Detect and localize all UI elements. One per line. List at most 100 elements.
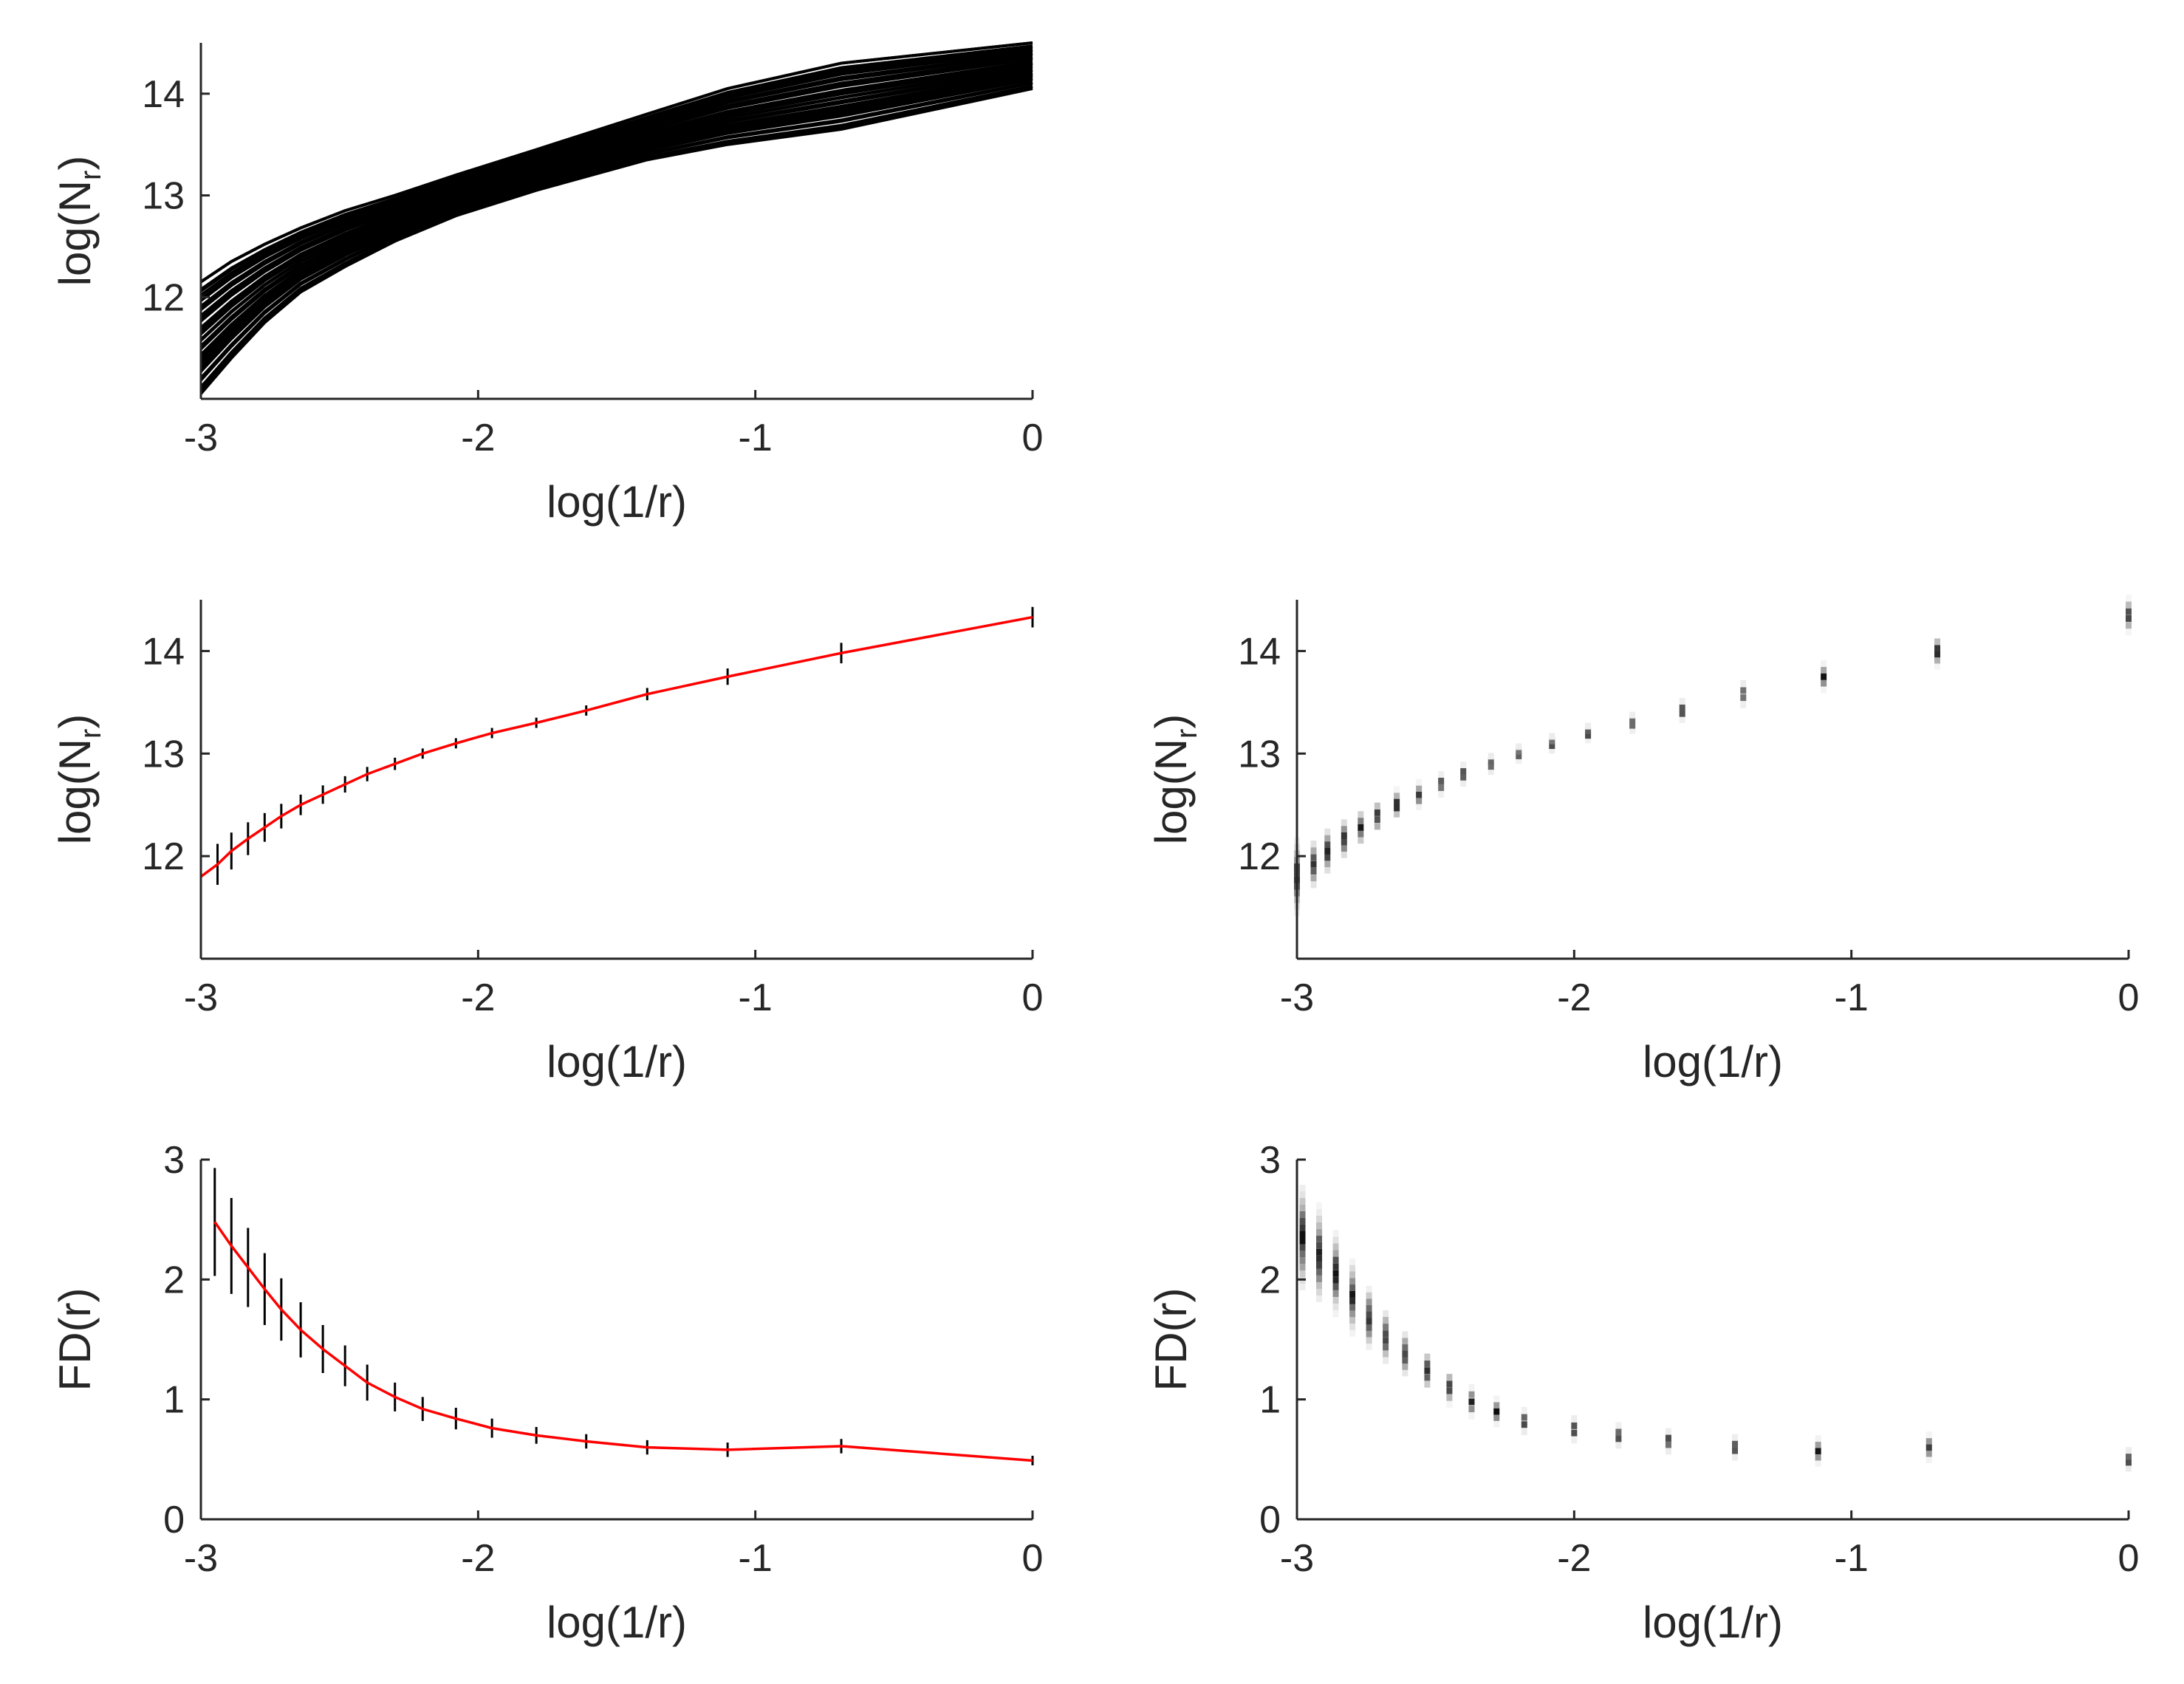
density-cell xyxy=(1493,1408,1500,1415)
density-cell xyxy=(1349,1317,1356,1324)
density-cell xyxy=(2126,1447,2132,1454)
density-cell xyxy=(1316,1202,1323,1209)
x-axis-label: log(1/r) xyxy=(1643,1037,1783,1086)
density-cell xyxy=(1521,1406,1527,1414)
density-cell xyxy=(1438,777,1445,784)
x-tick-label: -3 xyxy=(1280,1537,1314,1580)
density-cell xyxy=(1516,743,1522,750)
y-axis-label: FD(r) xyxy=(50,1288,100,1392)
density-cell xyxy=(1615,1428,1622,1436)
series-line xyxy=(199,41,1033,284)
density-cell xyxy=(1549,733,1555,740)
density-cell xyxy=(1383,1317,1389,1324)
density-cell xyxy=(1665,1448,1671,1455)
density-cell xyxy=(1358,830,1364,838)
x-tick-label: -1 xyxy=(739,417,773,459)
density-cell xyxy=(1332,1304,1339,1311)
density-cell xyxy=(1934,663,1941,670)
x-tick-label: -1 xyxy=(739,976,773,1019)
density-cell xyxy=(1679,697,1685,705)
y-tick-label: 3 xyxy=(163,1139,185,1182)
x-tick-label: -2 xyxy=(461,417,495,459)
density-cell xyxy=(1332,1297,1339,1304)
density-cell xyxy=(1521,1414,1527,1421)
density-cell xyxy=(1460,761,1467,769)
density-cell xyxy=(1310,874,1317,882)
x-tick-label: 0 xyxy=(2118,976,2140,1019)
density-cell xyxy=(1316,1262,1323,1269)
y-tick-label: 14 xyxy=(142,73,185,116)
density-cell xyxy=(1740,680,1747,687)
panel-density-fd: -3 -2 -1 0 0 1 2 3 log(1/r) FD(r) xyxy=(1146,1139,2139,1647)
density-cell xyxy=(1821,660,1827,667)
density-cell xyxy=(1815,1454,1821,1461)
density-cell xyxy=(1585,727,1592,734)
density-cell xyxy=(1299,1217,1306,1225)
density-cell xyxy=(1394,792,1400,799)
y-axis-label-main: log(N xyxy=(50,739,100,844)
density-cell xyxy=(1374,823,1380,830)
y-tick-label: 2 xyxy=(1259,1259,1281,1301)
series-line xyxy=(199,64,1033,341)
x-tick-label: 0 xyxy=(1022,417,1044,459)
density-cell xyxy=(1732,1440,1739,1448)
density-cell xyxy=(1585,732,1592,739)
density-cell xyxy=(1332,1290,1339,1297)
density-cell xyxy=(1349,1297,1356,1304)
y-axis-label-end: ) xyxy=(50,714,100,729)
density-cell xyxy=(1468,1391,1475,1398)
density-cell xyxy=(1341,832,1347,839)
density-cell xyxy=(1349,1323,1356,1330)
density-cell xyxy=(1549,747,1555,754)
density-cell xyxy=(1332,1236,1339,1244)
density-cell xyxy=(1310,881,1317,889)
density-cell xyxy=(1316,1275,1323,1282)
density-cell xyxy=(1446,1374,1453,1381)
density-cell xyxy=(1316,1288,1323,1295)
density-cell xyxy=(1438,784,1445,791)
density-cell xyxy=(1424,1360,1431,1367)
density-cell xyxy=(1571,1437,1578,1444)
y-tick-label: 0 xyxy=(1259,1499,1281,1541)
density-cell xyxy=(1740,694,1747,702)
y-axis-label-end: ) xyxy=(50,156,100,171)
density-cell xyxy=(1629,727,1636,734)
density-cell xyxy=(2126,629,2132,636)
density-cell xyxy=(1488,758,1494,765)
density-cell xyxy=(1438,770,1445,778)
density-cell xyxy=(1679,716,1685,723)
series-line xyxy=(199,51,1033,308)
density-cell xyxy=(1310,847,1317,855)
density-cell xyxy=(1366,1324,1372,1331)
density-cell xyxy=(1549,737,1555,745)
density-cell xyxy=(1383,1324,1389,1331)
y-axis-label-main: log(N xyxy=(1146,739,1196,844)
y-axis-label-main: FD(r) xyxy=(50,1288,100,1392)
density-cell xyxy=(1316,1248,1323,1256)
density-cell xyxy=(1416,791,1423,798)
density-cell xyxy=(1383,1357,1389,1364)
y-axis-label-sub: r xyxy=(1171,729,1203,739)
density-cell xyxy=(1629,716,1636,724)
density-cell xyxy=(1934,657,1941,664)
series-line xyxy=(199,76,1033,369)
series-line xyxy=(199,62,1033,335)
density-cell xyxy=(1324,847,1331,855)
density-cell xyxy=(1332,1250,1339,1257)
series-line xyxy=(199,48,1033,301)
density-cell xyxy=(1374,809,1380,816)
y-tick-label: 12 xyxy=(142,276,185,319)
density-cell xyxy=(1615,1422,1622,1429)
density-cell xyxy=(2126,1465,2132,1472)
density-cell xyxy=(1349,1264,1356,1272)
density-cell xyxy=(1571,1415,1578,1423)
density-cell xyxy=(1341,819,1347,826)
density-cell xyxy=(1299,1231,1306,1238)
density-cell xyxy=(1934,638,1941,646)
density-cell xyxy=(1493,1401,1500,1409)
series-line xyxy=(199,72,1033,360)
x-tick-label: 0 xyxy=(2118,1537,2140,1580)
density-cell xyxy=(1665,1434,1671,1442)
density-cell xyxy=(1358,824,1364,831)
y-tick-label: 2 xyxy=(163,1259,185,1301)
